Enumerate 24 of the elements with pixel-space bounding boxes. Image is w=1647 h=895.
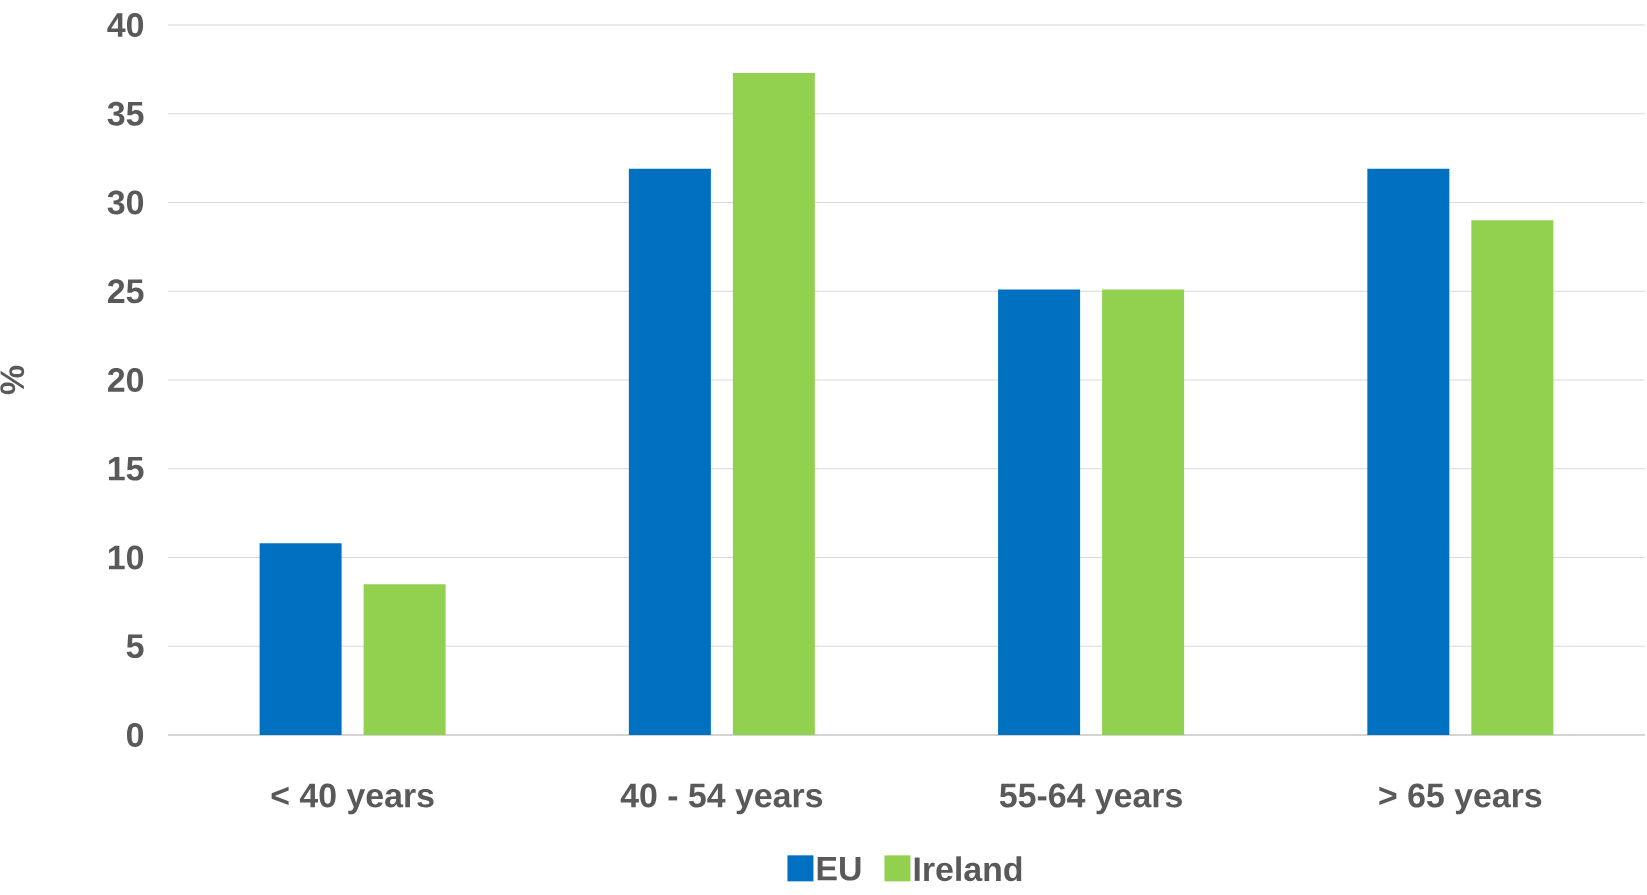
y-tick-label: 0 [126, 723, 144, 747]
bar [1102, 289, 1185, 735]
bar [1471, 220, 1554, 735]
legend-label: Ireland [914, 856, 1022, 882]
x-tick-label: < 40 years [271, 783, 434, 815]
bar [732, 72, 815, 735]
bar [363, 584, 446, 735]
legend-label: EU [817, 856, 861, 881]
y-tick-label: 25 [107, 279, 144, 304]
y-tick-label: 20 [107, 368, 144, 392]
x-tick-label: 40 - 54 years [620, 783, 823, 815]
y-tick-label: 10 [108, 545, 144, 570]
x-tick-label: 55-64 years [999, 783, 1182, 815]
bar [259, 543, 342, 735]
y-tick-label: 30 [107, 190, 144, 215]
y-tick-label: 35 [107, 101, 144, 126]
y-tick-label: 40 [107, 13, 144, 37]
y-tick-label: 5 [126, 634, 144, 659]
y-axis-title: % [0, 365, 25, 395]
x-tick-label: > 65 years [1379, 783, 1542, 815]
bar [628, 168, 711, 735]
y-tick-label: 15 [108, 456, 144, 481]
bar [998, 289, 1081, 735]
bar [1367, 168, 1450, 735]
